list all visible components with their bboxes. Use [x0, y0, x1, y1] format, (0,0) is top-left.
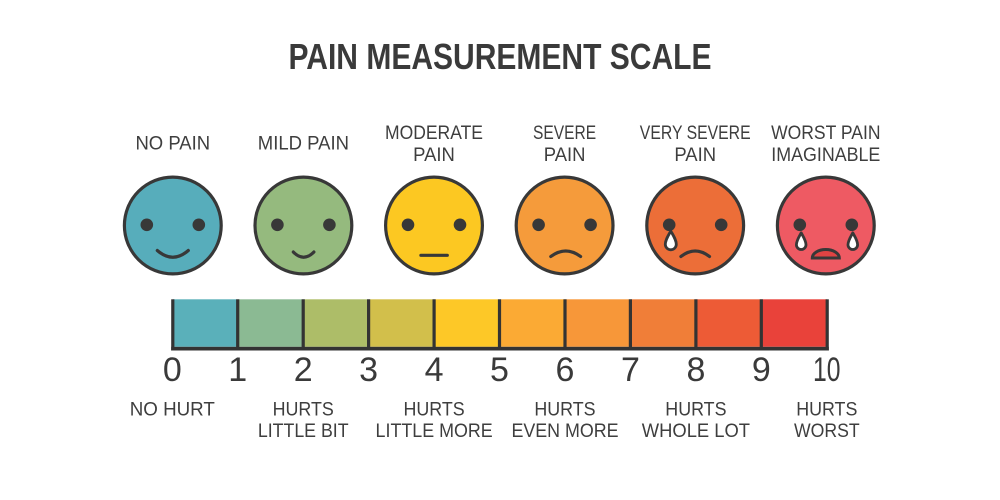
svg-text:PAIN: PAIN — [544, 145, 586, 166]
svg-text:3: 3 — [359, 351, 378, 389]
svg-text:LITTLE BIT: LITTLE BIT — [258, 421, 349, 442]
svg-text:PAIN: PAIN — [674, 145, 716, 166]
svg-text:HURTS: HURTS — [534, 399, 595, 420]
svg-text:4: 4 — [425, 351, 444, 389]
svg-text:WORST: WORST — [794, 421, 860, 442]
svg-text:MILD PAIN: MILD PAIN — [258, 134, 349, 155]
svg-text:PAIN MEASUREMENT SCALE: PAIN MEASUREMENT SCALE — [289, 36, 712, 77]
svg-text:7: 7 — [621, 351, 640, 389]
svg-text:9: 9 — [752, 351, 771, 389]
svg-text:NO HURT: NO HURT — [130, 399, 215, 420]
svg-text:NO PAIN: NO PAIN — [135, 134, 210, 155]
svg-text:HURTS: HURTS — [273, 399, 334, 420]
svg-text:LITTLE MORE: LITTLE MORE — [376, 421, 493, 442]
svg-text:5: 5 — [490, 351, 509, 389]
svg-text:HURTS: HURTS — [665, 399, 726, 420]
svg-text:WORST PAIN: WORST PAIN — [771, 123, 880, 144]
svg-text:MODERATE: MODERATE — [385, 123, 483, 144]
svg-text:EVEN MORE: EVEN MORE — [511, 421, 618, 442]
svg-text:10: 10 — [813, 351, 841, 389]
svg-text:VERY SEVERE: VERY SEVERE — [640, 123, 751, 144]
svg-text:2: 2 — [294, 351, 313, 389]
svg-text:HURTS: HURTS — [796, 399, 857, 420]
svg-text:WHOLE LOT: WHOLE LOT — [642, 421, 750, 442]
svg-text:6: 6 — [556, 351, 575, 389]
svg-text:SEVERE: SEVERE — [533, 123, 596, 144]
svg-text:HURTS: HURTS — [404, 399, 465, 420]
svg-text:0: 0 — [163, 351, 182, 389]
svg-text:1: 1 — [228, 351, 247, 389]
svg-text:IMAGINABLE: IMAGINABLE — [771, 145, 880, 166]
svg-text:8: 8 — [686, 351, 705, 389]
svg-text:PAIN: PAIN — [413, 145, 455, 166]
